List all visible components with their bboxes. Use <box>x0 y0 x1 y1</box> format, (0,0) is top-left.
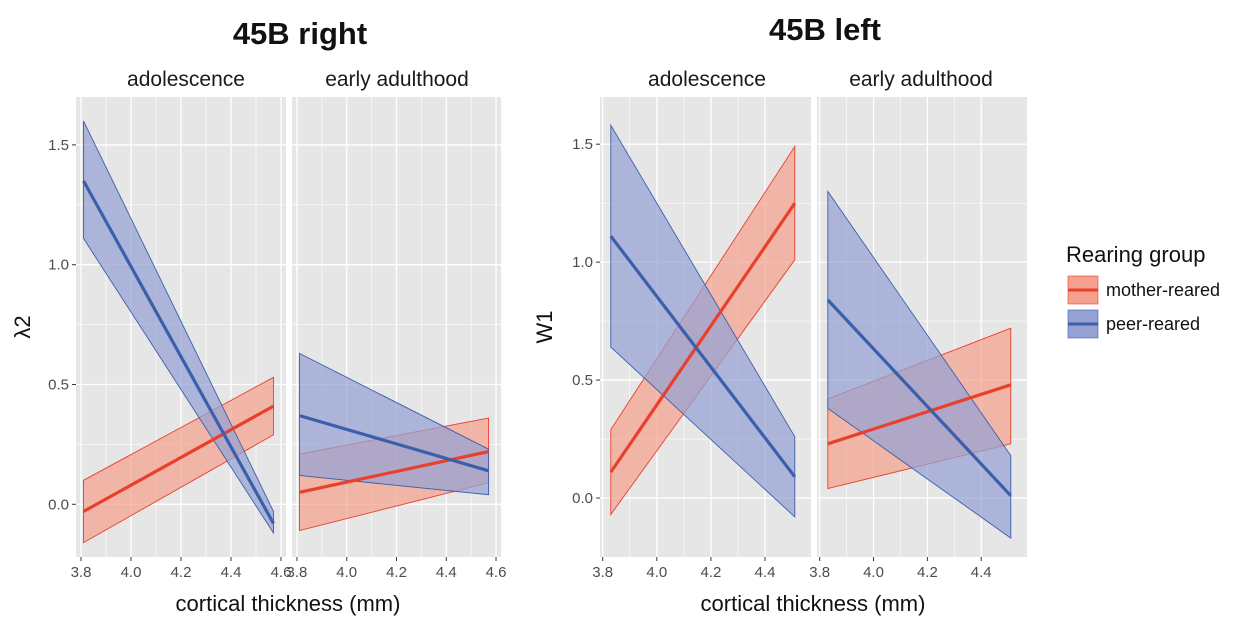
ci-band-peer-reared <box>83 120 274 535</box>
x-tick-label: 3.8 <box>592 564 613 581</box>
x-tick-label: 4.4 <box>436 564 457 581</box>
x-tick-label: 3.8 <box>287 564 308 581</box>
x-axis-ticks: 3.8 4.0 4.2 4.4 <box>592 557 775 581</box>
y-axis-title: W1 <box>532 311 557 344</box>
x-axis-title: cortical thickness (mm) <box>701 591 926 616</box>
x-tick-label: 4.4 <box>221 564 242 581</box>
panel-marks <box>826 189 1012 539</box>
x-tick-label: 4.6 <box>271 564 292 581</box>
y-axis-title: λ2 <box>10 315 35 338</box>
plot-title: 45B left <box>769 12 881 47</box>
legend-label-peer-reared: peer-reared <box>1106 314 1200 334</box>
x-axis-ticks: 3.8 4.0 4.2 4.4 4.6 <box>71 557 292 581</box>
y-tick-label: 1.0 <box>572 254 593 271</box>
x-tick-label: 3.8 <box>71 564 92 581</box>
x-tick-label: 4.2 <box>171 564 192 581</box>
plot-45b-right: 45B right adolescence early adulthood 0.… <box>10 16 506 616</box>
y-tick-label: 1.0 <box>48 257 69 274</box>
legend-item-mother-reared: mother-reared <box>1067 275 1220 305</box>
fit-line-mother-reared <box>827 383 1012 446</box>
x-tick-label: 4.4 <box>971 564 992 581</box>
x-tick-label: 4.2 <box>700 564 721 581</box>
x-axis-ticks: 3.8 4.0 4.2 4.4 <box>809 557 992 581</box>
y-tick-label: 0.5 <box>572 372 593 389</box>
legend-item-peer-reared: peer-reared <box>1067 309 1200 339</box>
x-tick-label: 4.0 <box>336 564 357 581</box>
x-tick-label: 4.2 <box>386 564 407 581</box>
x-axis-ticks: 3.8 4.0 4.2 4.4 4.6 <box>287 557 507 581</box>
y-tick-label: 0.0 <box>48 496 69 513</box>
fit-line-peer-reared <box>826 298 1012 497</box>
y-axis-ticks: 0.0 0.5 1.0 1.5 <box>572 136 600 507</box>
y-tick-label: 0.5 <box>48 377 69 394</box>
y-tick-label: 1.5 <box>572 136 593 153</box>
panel-marks <box>609 123 797 518</box>
ci-band-peer-reared <box>299 352 490 496</box>
fit-line-mother-reared <box>82 404 275 513</box>
facet-label-adolescence: adolescence <box>648 68 766 91</box>
y-tick-label: 0.0 <box>572 490 593 507</box>
facet-label-early-adulthood: early adulthood <box>325 68 469 91</box>
x-tick-label: 4.0 <box>646 564 667 581</box>
x-tick-label: 4.6 <box>486 564 507 581</box>
plot-title: 45B right <box>233 16 367 51</box>
y-axis-ticks: 0.0 0.5 1.0 1.5 <box>48 137 76 513</box>
facet-label-adolescence: adolescence <box>127 68 245 91</box>
x-axis-title: cortical thickness (mm) <box>176 591 401 616</box>
panel-marks <box>82 120 275 544</box>
legend: Rearing group mother-reared peer-reared <box>1066 242 1220 339</box>
facet-label-early-adulthood: early adulthood <box>849 68 993 91</box>
plot-45b-left: 45B left adolescence early adulthood 0.0… <box>532 12 1027 616</box>
fit-line-peer-reared <box>82 180 275 525</box>
x-tick-label: 4.0 <box>863 564 884 581</box>
y-tick-label: 1.5 <box>48 137 69 154</box>
panel-marks <box>299 352 490 532</box>
fit-line-peer-reared <box>299 414 490 473</box>
legend-label-mother-reared: mother-reared <box>1106 280 1220 300</box>
fit-line-mother-reared <box>299 450 489 494</box>
ci-band-peer-reared <box>827 189 1012 539</box>
x-tick-label: 4.2 <box>917 564 938 581</box>
x-tick-label: 3.8 <box>809 564 830 581</box>
legend-title: Rearing group <box>1066 242 1205 267</box>
x-tick-label: 4.4 <box>755 564 776 581</box>
fit-line-mother-reared <box>609 202 797 474</box>
x-tick-label: 4.0 <box>121 564 142 581</box>
fit-line-peer-reared <box>609 235 797 478</box>
